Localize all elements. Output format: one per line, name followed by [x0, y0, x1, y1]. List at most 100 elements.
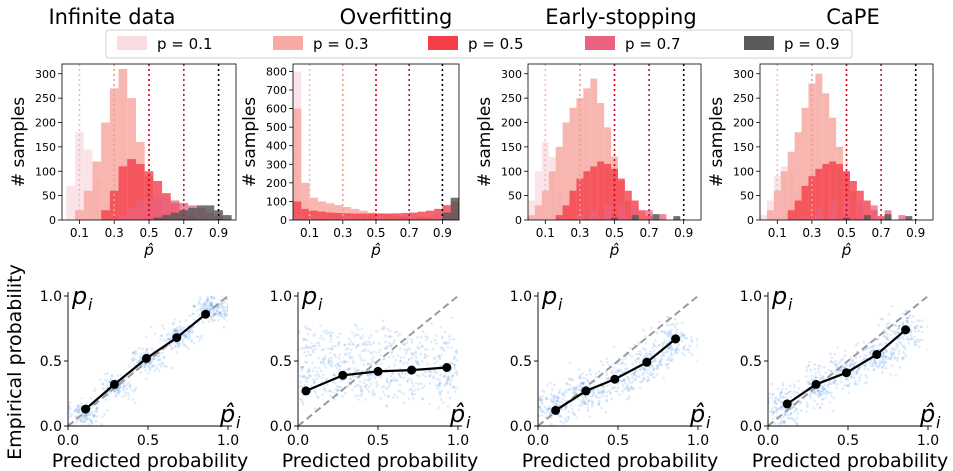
- sample-point: [336, 362, 340, 365]
- sample-scatter: [68, 296, 228, 426]
- sample-point: [446, 404, 450, 408]
- sample-point: [363, 349, 366, 352]
- sample-point: [885, 325, 888, 329]
- sample-point: [870, 349, 874, 352]
- x-tick-label: 0.7: [174, 226, 193, 240]
- bar: [808, 176, 816, 220]
- sample-point: [334, 355, 337, 358]
- sample-point: [197, 300, 201, 304]
- sample-point: [667, 358, 671, 362]
- sample-point: [667, 355, 671, 359]
- sample-point: [898, 324, 902, 327]
- sample-point: [360, 349, 364, 353]
- sample-point: [322, 358, 326, 362]
- sample-point: [552, 394, 556, 398]
- sample-point: [610, 371, 613, 374]
- sample-point: [882, 364, 885, 368]
- sample-point: [184, 334, 187, 338]
- sample-point: [121, 395, 124, 398]
- sample-point: [877, 343, 881, 347]
- sample-point: [781, 384, 785, 387]
- x-tick-label: 0.3: [570, 226, 589, 240]
- sample-point: [160, 361, 163, 365]
- bar: [815, 207, 823, 220]
- sample-point: [361, 334, 365, 338]
- sample-point: [315, 395, 319, 398]
- sample-point: [668, 346, 672, 349]
- x-axis-label: p̂: [143, 241, 154, 259]
- sample-point: [226, 314, 228, 317]
- sample-point: [580, 404, 583, 408]
- sample-point: [666, 323, 669, 327]
- sample-point: [817, 390, 821, 393]
- sample-point: [390, 379, 393, 383]
- sample-point: [356, 368, 359, 372]
- sample-point: [696, 343, 698, 347]
- sample-point: [829, 370, 833, 373]
- sample-point: [896, 358, 899, 362]
- sample-point: [371, 360, 375, 364]
- sample-point: [857, 367, 861, 371]
- sample-point: [637, 356, 640, 360]
- sample-point: [208, 301, 212, 304]
- sample-point: [549, 381, 552, 385]
- sample-point: [101, 382, 105, 385]
- sample-point: [906, 320, 909, 323]
- sample-point: [314, 374, 317, 377]
- sample-point: [218, 312, 221, 315]
- sample-point: [904, 309, 908, 313]
- sample-point: [453, 367, 457, 370]
- sample-point: [143, 365, 147, 368]
- sample-point: [834, 362, 837, 366]
- sample-point: [223, 306, 226, 309]
- sample-point: [621, 357, 624, 361]
- sample-point: [212, 313, 216, 317]
- sample-point: [913, 340, 917, 343]
- sample-point: [158, 363, 161, 366]
- sample-point: [651, 376, 655, 379]
- bar: [309, 210, 318, 220]
- sample-point: [651, 372, 655, 376]
- sample-point: [115, 391, 119, 395]
- sample-point: [345, 360, 349, 364]
- sample-point: [638, 368, 642, 372]
- sample-point: [554, 402, 557, 406]
- sample-point: [174, 330, 177, 333]
- sample-point: [543, 405, 546, 409]
- sample-point: [891, 354, 894, 357]
- sample-point: [226, 302, 228, 306]
- sample-point: [210, 301, 214, 304]
- x-tick-label: 0.1: [768, 226, 787, 240]
- sample-point: [578, 384, 582, 388]
- sample-point: [592, 392, 595, 395]
- sample-point: [538, 398, 542, 402]
- bar: [309, 197, 318, 220]
- sample-point: [321, 357, 324, 361]
- sample-point: [162, 356, 165, 359]
- sample-point: [675, 348, 678, 352]
- sample-point: [600, 392, 604, 396]
- sample-point: [792, 405, 795, 409]
- sample-point: [842, 366, 846, 369]
- bar: [576, 215, 584, 220]
- x-tick-label: 0.0: [287, 433, 309, 449]
- sample-point: [905, 319, 909, 323]
- annotation-p-i: p: [541, 282, 557, 310]
- sample-point: [654, 339, 657, 342]
- sample-point: [311, 348, 315, 352]
- sample-point: [124, 384, 127, 388]
- sample-point: [190, 338, 193, 342]
- sample-point: [556, 400, 559, 403]
- sample-point: [127, 397, 131, 400]
- sample-point: [82, 415, 85, 418]
- sample-point: [908, 316, 911, 319]
- sample-point: [614, 389, 617, 393]
- sample-point: [305, 361, 309, 364]
- bar: [617, 202, 625, 220]
- sample-point: [403, 342, 407, 346]
- sample-point: [210, 304, 213, 307]
- sample-point: [606, 377, 610, 381]
- sample-point: [666, 366, 670, 370]
- sample-point: [784, 413, 787, 416]
- sample-point: [652, 342, 656, 346]
